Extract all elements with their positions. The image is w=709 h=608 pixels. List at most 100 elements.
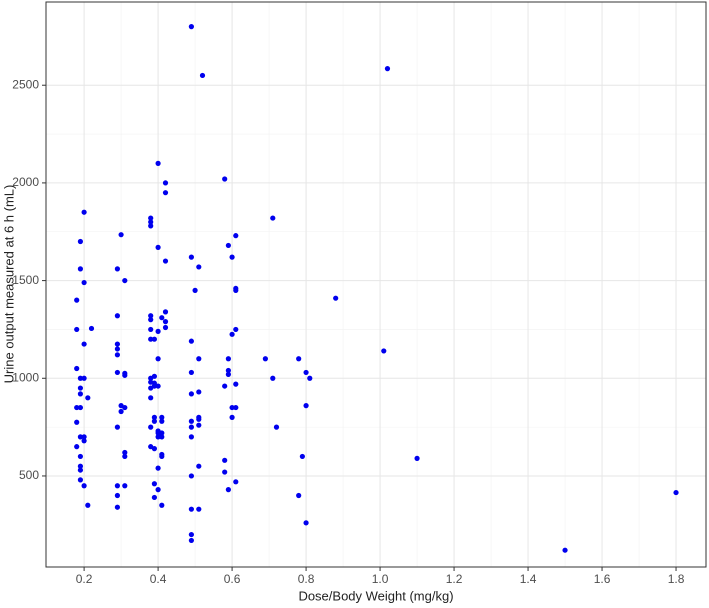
point — [77, 453, 84, 460]
point — [196, 463, 202, 469]
point — [148, 395, 154, 401]
point — [222, 176, 228, 182]
point — [148, 326, 154, 333]
x-tick-label: 0.2 — [76, 572, 93, 586]
point — [114, 266, 121, 272]
point — [151, 481, 157, 487]
point — [118, 232, 124, 238]
point — [299, 453, 305, 460]
point — [151, 418, 157, 424]
point — [296, 356, 302, 362]
x-tick-label: 1.8 — [668, 572, 685, 586]
point — [114, 352, 121, 358]
point — [151, 414, 157, 420]
point — [81, 438, 87, 444]
point — [155, 434, 161, 440]
point — [77, 238, 84, 245]
point — [88, 325, 95, 332]
point — [196, 389, 202, 395]
point — [148, 223, 154, 229]
point — [233, 326, 239, 333]
x-axis-title: Dose/Body Weight (mg/kg) — [298, 588, 453, 603]
point — [148, 219, 154, 225]
point — [148, 317, 154, 323]
point — [77, 434, 84, 440]
point — [114, 483, 121, 489]
point — [122, 372, 128, 378]
point — [188, 391, 194, 397]
point — [303, 403, 309, 409]
point — [77, 375, 84, 381]
y-tick-label: 2500 — [12, 77, 39, 91]
point — [151, 446, 157, 452]
point — [155, 430, 161, 436]
point — [307, 375, 313, 381]
point — [155, 328, 161, 334]
point — [122, 449, 128, 456]
point — [162, 309, 169, 315]
point — [155, 465, 161, 471]
point — [233, 233, 239, 239]
point — [74, 444, 80, 450]
point — [155, 487, 161, 493]
point — [414, 455, 420, 461]
point — [188, 537, 194, 544]
point — [155, 160, 161, 166]
point — [188, 424, 194, 430]
point — [229, 414, 235, 420]
point — [222, 383, 228, 389]
point — [199, 72, 206, 79]
point — [196, 416, 202, 422]
point — [77, 404, 84, 411]
point — [225, 242, 231, 249]
point — [196, 264, 202, 270]
point — [114, 313, 121, 319]
point — [162, 258, 169, 264]
point — [122, 277, 128, 284]
point — [303, 520, 309, 526]
point — [81, 341, 87, 347]
x-tick-label: 1.4 — [520, 572, 537, 586]
point — [151, 494, 157, 501]
point — [114, 424, 121, 430]
point — [162, 324, 169, 331]
point — [114, 492, 121, 499]
x-tick-label: 1.2 — [446, 572, 463, 586]
point — [148, 336, 154, 342]
y-axis-title: Urine output measured at 6 h (mL) — [1, 185, 16, 384]
point — [77, 385, 84, 391]
point — [162, 180, 169, 186]
point — [562, 547, 568, 553]
point — [81, 375, 87, 381]
point — [233, 381, 239, 387]
point — [159, 430, 165, 436]
point — [159, 418, 165, 424]
point — [381, 348, 387, 354]
point — [77, 467, 84, 473]
point — [74, 326, 80, 333]
point — [148, 215, 154, 221]
point — [114, 346, 121, 352]
point — [673, 489, 679, 496]
point — [114, 369, 121, 376]
point — [229, 254, 235, 260]
point — [162, 319, 169, 325]
point — [81, 434, 87, 440]
point — [74, 297, 80, 303]
point — [151, 373, 157, 379]
point — [122, 404, 128, 411]
point — [122, 483, 128, 489]
point — [81, 483, 87, 489]
point — [384, 66, 391, 72]
point — [188, 473, 194, 479]
point — [155, 383, 161, 389]
point — [159, 502, 165, 508]
point — [262, 356, 268, 362]
point — [85, 502, 91, 508]
point — [196, 506, 202, 512]
point — [225, 371, 231, 377]
point — [148, 313, 154, 319]
y-tick-label: 1000 — [12, 370, 39, 384]
point — [196, 422, 202, 428]
